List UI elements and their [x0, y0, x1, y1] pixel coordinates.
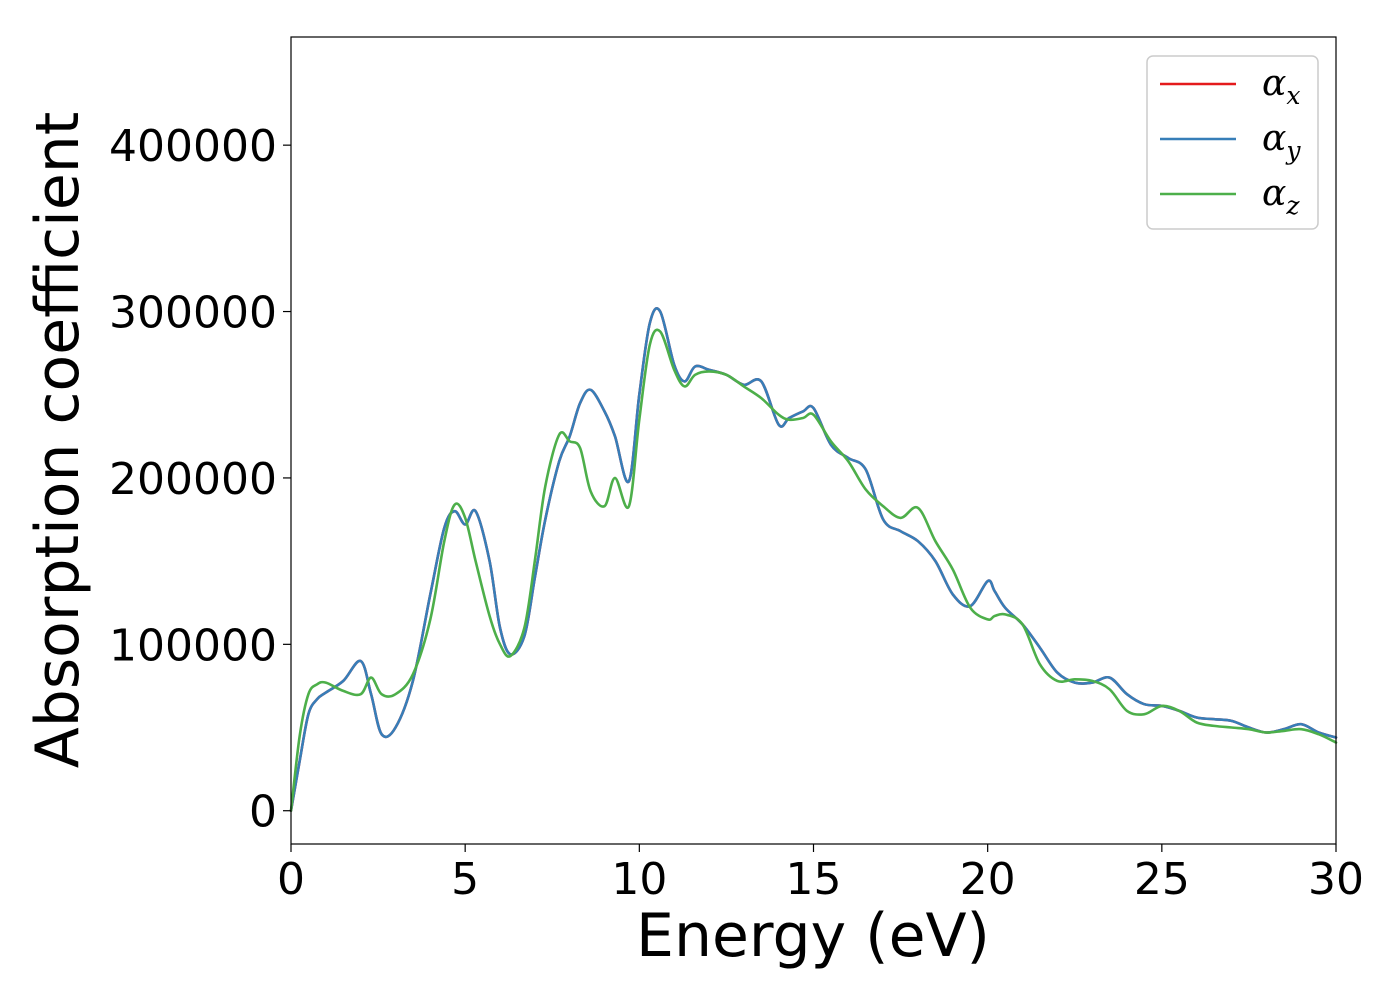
legend: αx αy αz: [1146, 55, 1319, 230]
y-tick-label: 400000: [109, 121, 277, 172]
x-tick-label: 25: [1134, 854, 1190, 905]
legend-label: αy: [1262, 118, 1301, 165]
y-axis-label: Absorption coefficient: [23, 112, 93, 769]
x-axis-label: Energy (eV): [636, 901, 990, 971]
x-tick-label: 20: [960, 854, 1016, 905]
series-alpha-z-line: [289, 328, 1338, 812]
legend-entry-alpha-x: αx: [1160, 63, 1300, 110]
x-tick-label: 0: [277, 854, 305, 905]
x-tick-label: 5: [451, 854, 479, 905]
y-axis: 0 100000 200000 300000 400000: [109, 121, 291, 838]
legend-label: αx: [1262, 63, 1300, 110]
legend-entry-alpha-y: αy: [1160, 118, 1301, 165]
y-tick-label: 100000: [109, 620, 277, 671]
legend-label: αz: [1262, 173, 1300, 220]
series-layer: [289, 307, 1338, 812]
x-axis: 0 5 10 15 20 25 30: [277, 844, 1364, 905]
x-tick-label: 15: [786, 854, 842, 905]
x-tick-label: 10: [611, 854, 667, 905]
legend-entry-alpha-z: αz: [1160, 173, 1300, 220]
y-tick-label: 300000: [109, 288, 277, 339]
y-tick-label: 200000: [109, 454, 277, 505]
legend-frame: [1146, 55, 1319, 230]
x-tick-label: 30: [1308, 854, 1364, 905]
y-tick-label: 0: [249, 787, 277, 838]
